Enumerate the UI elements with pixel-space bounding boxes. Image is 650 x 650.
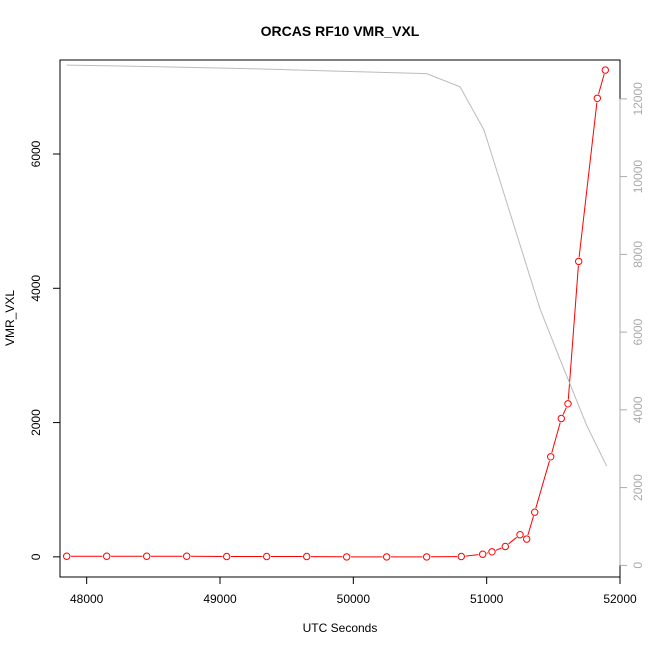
vmr-data-point (303, 552, 311, 561)
vmr-data-point (523, 535, 531, 543)
y-axis: 0 2000 4000 6000 (29, 140, 61, 560)
right-y-tick-label: 6000 (631, 318, 645, 345)
vmr-series-segment (527, 516, 534, 536)
vmr-series-segment (562, 407, 567, 415)
right-y-tick-label: 0 (631, 562, 645, 569)
x-axis: 48000 49000 50000 51000 52000 (70, 576, 637, 606)
x-tick-label: 51000 (470, 592, 504, 606)
vmr-data-point (488, 548, 496, 556)
y-tick-label: 4000 (29, 275, 43, 302)
vmr-data-point (343, 553, 351, 561)
right-y-tick-label: 10000 (631, 160, 645, 194)
vmr-data-point (501, 542, 509, 551)
series-layer (62, 64, 609, 561)
vmr-series-segment (508, 536, 518, 545)
vmr-data-point (575, 257, 583, 266)
vmr-data-point (516, 531, 524, 539)
y-axis-label: VMR_VXL (3, 290, 17, 346)
right-y-tick-label: 4000 (631, 396, 645, 423)
vmr-data-point (143, 552, 151, 560)
x-tick-label: 48000 (70, 592, 104, 606)
x-axis-label: UTC Seconds (303, 621, 378, 635)
vmr-data-point (531, 508, 539, 516)
vmr-data-point (601, 66, 609, 74)
y-tick-label: 0 (29, 553, 43, 560)
right-y-axis: 0 2000 4000 6000 8000 10000 12000 (619, 82, 645, 569)
vmr-series-segment (465, 554, 479, 557)
vmr-data-point (479, 550, 487, 558)
x-tick-label: 52000 (603, 592, 637, 606)
vmr-series-segment (535, 460, 550, 509)
vmr-data-point (593, 94, 601, 103)
vmr-data-point (457, 552, 465, 561)
vmr-data-point (263, 552, 271, 561)
vmr-data-point (183, 552, 191, 560)
altitude-series-line (66, 64, 608, 467)
y-tick-label: 6000 (29, 140, 43, 167)
plot-area-frame (59, 59, 621, 578)
x-tick-label: 49000 (203, 592, 237, 606)
y-tick-label: 2000 (29, 409, 43, 436)
vmr-data-point (564, 400, 572, 408)
chart-title: ORCAS RF10 VMR_VXL (261, 23, 420, 39)
vmr-data-point (557, 414, 565, 423)
vmr-series-segment (551, 422, 561, 453)
vmr-data-point (223, 552, 231, 561)
vmr-series-segment (578, 102, 598, 258)
vmr-series-segment (598, 73, 605, 95)
vmr-series-segment (495, 547, 502, 551)
vmr-data-point (423, 553, 431, 561)
vmr-data-point (547, 453, 555, 461)
x-tick-label: 50000 (337, 592, 371, 606)
right-y-tick-label: 8000 (631, 241, 645, 268)
right-y-tick-label: 2000 (631, 474, 645, 501)
right-y-tick-label: 12000 (631, 82, 645, 116)
vmr-data-point (62, 552, 71, 560)
vmr-data-point (103, 552, 111, 560)
vmr-data-point (383, 553, 391, 561)
vmr-series-segment (567, 265, 579, 400)
